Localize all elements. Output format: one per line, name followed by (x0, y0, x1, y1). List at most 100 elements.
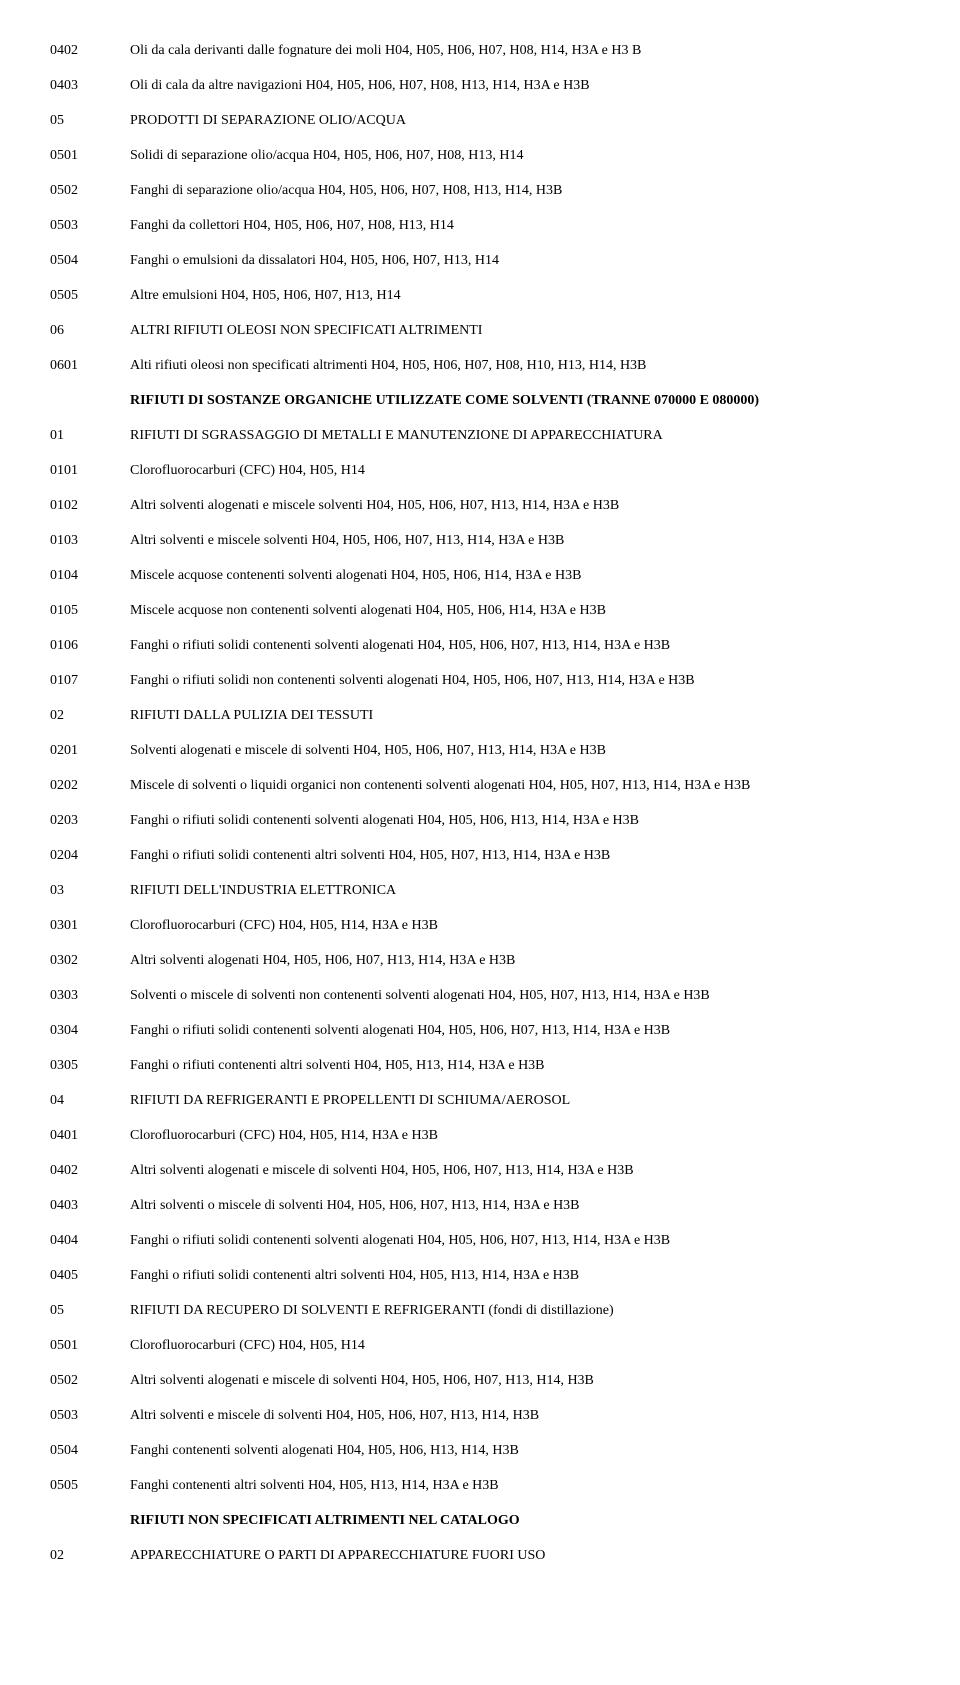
row-code: 0107 (50, 670, 130, 691)
row-description: RIFIUTI DELL'INDUSTRIA ELETTRONICA (130, 880, 910, 901)
row-code: 0101 (50, 460, 130, 481)
row-description: Altre emulsioni H04, H05, H06, H07, H13,… (130, 285, 910, 306)
table-row: 0104Miscele acquose contenenti solventi … (50, 565, 910, 586)
row-description: Oli da cala derivanti dalle fognature de… (130, 40, 910, 61)
row-code (50, 1510, 130, 1531)
table-row: 0403Altri solventi o miscele di solventi… (50, 1195, 910, 1216)
row-code: 0401 (50, 1125, 130, 1146)
row-description: Altri solventi alogenati e miscele di so… (130, 1160, 910, 1181)
row-description: APPARECCHIATURE O PARTI DI APPARECCHIATU… (130, 1545, 910, 1566)
row-code: 0301 (50, 915, 130, 936)
row-description: Fanghi da collettori H04, H05, H06, H07,… (130, 215, 910, 236)
row-description: Fanghi o rifiuti solidi contenenti solve… (130, 1230, 910, 1251)
table-row: 04RIFIUTI DA REFRIGERANTI E PROPELLENTI … (50, 1090, 910, 1111)
row-code: 0103 (50, 530, 130, 551)
row-code: 0203 (50, 810, 130, 831)
row-code: 0102 (50, 495, 130, 516)
row-description: Clorofluorocarburi (CFC) H04, H05, H14, … (130, 1125, 910, 1146)
row-description: RIFIUTI DA REFRIGERANTI E PROPELLENTI DI… (130, 1090, 910, 1111)
row-description: Fanghi o rifiuti solidi contenenti solve… (130, 1020, 910, 1041)
table-row: 0102Altri solventi alogenati e miscele s… (50, 495, 910, 516)
table-row: 0503Fanghi da collettori H04, H05, H06, … (50, 215, 910, 236)
row-description: Altri solventi e miscele solventi H04, H… (130, 530, 910, 551)
table-row: 01RIFIUTI DI SGRASSAGGIO DI METALLI E MA… (50, 425, 910, 446)
row-code: 0304 (50, 1020, 130, 1041)
table-row: 0503Altri solventi e miscele di solventi… (50, 1405, 910, 1426)
row-description: RIFIUTI DI SGRASSAGGIO DI METALLI E MANU… (130, 425, 910, 446)
row-description: Solventi alogenati e miscele di solventi… (130, 740, 910, 761)
row-code: 0403 (50, 1195, 130, 1216)
row-description: Oli di cala da altre navigazioni H04, H0… (130, 75, 910, 96)
table-row: 0601Alti rifiuti oleosi non specificati … (50, 355, 910, 376)
row-description: Miscele di solventi o liquidi organici n… (130, 775, 910, 796)
row-code: 0503 (50, 1405, 130, 1426)
row-description: Fanghi contenenti solventi alogenati H04… (130, 1440, 910, 1461)
row-code: 01 (50, 425, 130, 446)
table-row: 0106Fanghi o rifiuti solidi contenenti s… (50, 635, 910, 656)
row-code: 0403 (50, 75, 130, 96)
row-code: 02 (50, 1545, 130, 1566)
table-row: 05RIFIUTI DA RECUPERO DI SOLVENTI E REFR… (50, 1300, 910, 1321)
row-code: 05 (50, 110, 130, 131)
table-row: 0401Clorofluorocarburi (CFC) H04, H05, H… (50, 1125, 910, 1146)
row-code: 0305 (50, 1055, 130, 1076)
table-row: 0402Oli da cala derivanti dalle fognatur… (50, 40, 910, 61)
table-row: 0202Miscele di solventi o liquidi organi… (50, 775, 910, 796)
row-description: RIFIUTI NON SPECIFICATI ALTRIMENTI NEL C… (130, 1510, 910, 1531)
table-row: 0504Fanghi o emulsioni da dissalatori H0… (50, 250, 910, 271)
waste-codes-list: 0402Oli da cala derivanti dalle fognatur… (50, 40, 910, 1566)
table-row: 0302Altri solventi alogenati H04, H05, H… (50, 950, 910, 971)
row-description: Altri solventi alogenati e miscele solve… (130, 495, 910, 516)
row-description: Fanghi o rifiuti contenenti altri solven… (130, 1055, 910, 1076)
row-code: 0504 (50, 1440, 130, 1461)
row-code: 0402 (50, 1160, 130, 1181)
row-code: 0303 (50, 985, 130, 1006)
row-description: Fanghi o emulsioni da dissalatori H04, H… (130, 250, 910, 271)
row-description: Altri solventi alogenati e miscele di so… (130, 1370, 910, 1391)
table-row: 05PRODOTTI DI SEPARAZIONE OLIO/ACQUA (50, 110, 910, 131)
row-code: 0404 (50, 1230, 130, 1251)
row-description: RIFIUTI DALLA PULIZIA DEI TESSUTI (130, 705, 910, 726)
row-code: 0202 (50, 775, 130, 796)
row-code: 0104 (50, 565, 130, 586)
table-row: 0201Solventi alogenati e miscele di solv… (50, 740, 910, 761)
table-row: 0303Solventi o miscele di solventi non c… (50, 985, 910, 1006)
row-code: 0201 (50, 740, 130, 761)
row-code: 0105 (50, 600, 130, 621)
row-code: 0501 (50, 145, 130, 166)
row-code: 0501 (50, 1335, 130, 1356)
row-code: 06 (50, 320, 130, 341)
table-row: RIFIUTI DI SOSTANZE ORGANICHE UTILIZZATE… (50, 390, 910, 411)
row-description: Fanghi o rifiuti solidi non contenenti s… (130, 670, 910, 691)
row-description: Solidi di separazione olio/acqua H04, H0… (130, 145, 910, 166)
row-code: 0502 (50, 180, 130, 201)
row-description: Miscele acquose non contenenti solventi … (130, 600, 910, 621)
table-row: 0502Fanghi di separazione olio/acqua H04… (50, 180, 910, 201)
row-code: 02 (50, 705, 130, 726)
row-description: Clorofluorocarburi (CFC) H04, H05, H14 (130, 1335, 910, 1356)
table-row: 02RIFIUTI DALLA PULIZIA DEI TESSUTI (50, 705, 910, 726)
row-description: Fanghi o rifiuti solidi contenenti solve… (130, 635, 910, 656)
row-code: 0502 (50, 1370, 130, 1391)
table-row: 0203Fanghi o rifiuti solidi contenenti s… (50, 810, 910, 831)
row-description: Fanghi contenenti altri solventi H04, H0… (130, 1475, 910, 1496)
table-row: 0107Fanghi o rifiuti solidi non contenen… (50, 670, 910, 691)
row-description: PRODOTTI DI SEPARAZIONE OLIO/ACQUA (130, 110, 910, 131)
row-description: Altri solventi e miscele di solventi H04… (130, 1405, 910, 1426)
row-code: 05 (50, 1300, 130, 1321)
row-code: 03 (50, 880, 130, 901)
table-row: 0304Fanghi o rifiuti solidi contenenti s… (50, 1020, 910, 1041)
row-description: Alti rifiuti oleosi non specificati altr… (130, 355, 910, 376)
row-description: Solventi o miscele di solventi non conte… (130, 985, 910, 1006)
table-row: 0301Clorofluorocarburi (CFC) H04, H05, H… (50, 915, 910, 936)
row-code (50, 390, 130, 411)
row-code: 0505 (50, 1475, 130, 1496)
table-row: 0405Fanghi o rifiuti solidi contenenti a… (50, 1265, 910, 1286)
row-description: Fanghi o rifiuti solidi contenenti solve… (130, 810, 910, 831)
row-code: 04 (50, 1090, 130, 1111)
table-row: RIFIUTI NON SPECIFICATI ALTRIMENTI NEL C… (50, 1510, 910, 1531)
row-description: Fanghi o rifiuti solidi contenenti altri… (130, 845, 910, 866)
table-row: 0504Fanghi contenenti solventi alogenati… (50, 1440, 910, 1461)
row-description: Altri solventi alogenati H04, H05, H06, … (130, 950, 910, 971)
table-row: 03RIFIUTI DELL'INDUSTRIA ELETTRONICA (50, 880, 910, 901)
